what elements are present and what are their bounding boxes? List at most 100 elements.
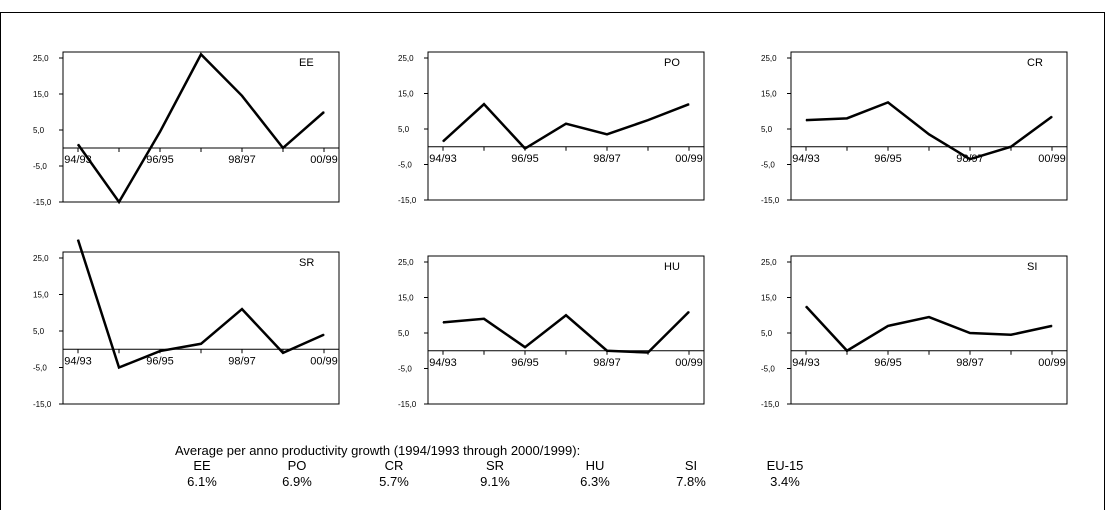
footer-title: Average per anno productivity growth (19… (175, 443, 581, 458)
stat-value: 3.4% (770, 474, 800, 489)
data-point (323, 111, 325, 113)
stat-value: 6.9% (282, 474, 312, 489)
y-tick-label: -5,0 (761, 161, 775, 170)
y-tick-label: -15,0 (33, 198, 52, 207)
stat-value: 9.1% (480, 474, 510, 489)
chart-sr: 25,0 15,0 5,0 -5,0 -15,0 94/93 96/95 98/97 00/99… (33, 239, 340, 409)
plot-area (62, 251, 340, 405)
series-line (442, 102, 690, 151)
data-point (524, 148, 526, 150)
y-tick-label: 25,0 (761, 54, 777, 63)
data-point (1010, 146, 1012, 148)
x-tick-label: 00/99 (1038, 357, 1066, 369)
data-point (282, 352, 284, 354)
data-point (805, 119, 807, 121)
chart-cr: 25,015,05,0-5,0-15,094/93 96/95 98/97 00/99… (761, 51, 1068, 205)
data-point (77, 143, 79, 145)
x-tick-label: 96/95 (146, 355, 174, 367)
series-line (805, 305, 1053, 353)
plot-area (62, 51, 340, 203)
data-point (647, 352, 649, 354)
stat-value: 6.3% (580, 474, 610, 489)
data-point (887, 325, 889, 327)
data-point (1010, 334, 1012, 336)
data-point (928, 133, 930, 135)
data-point (282, 147, 284, 149)
data-point (805, 305, 807, 307)
outer-border (0, 12, 1105, 510)
data-point (77, 239, 79, 241)
data-point (442, 140, 444, 142)
data-point (442, 321, 444, 323)
data-point (1051, 116, 1053, 118)
y-tick-label: 15,0 (398, 90, 414, 99)
data-point (928, 316, 930, 318)
data-point (606, 133, 608, 135)
data-point (846, 350, 848, 352)
y-tick-label: 5,0 (761, 125, 773, 134)
stat-name: PO (287, 458, 307, 473)
plot-area (427, 255, 705, 405)
x-tick-label: 94/93 (792, 153, 820, 165)
y-tick-label: -15,0 (33, 400, 52, 409)
series-line (442, 310, 690, 354)
data-point (118, 201, 120, 203)
y-tick-label: 5,0 (761, 329, 773, 338)
y-tick-label: -15,0 (398, 400, 417, 409)
y-tick-label: -5,0 (33, 162, 47, 171)
y-tick-label: 15,0 (761, 90, 777, 99)
y-tick-label: -5,0 (33, 364, 47, 373)
plot-area (427, 51, 705, 201)
x-tick-label: 98/97 (228, 154, 256, 166)
y-tick-label: 5,0 (33, 126, 45, 135)
x-tick-label: 00/99 (1038, 153, 1066, 165)
x-tick-label: 98/97 (593, 153, 621, 165)
data-point (565, 314, 567, 316)
y-tick-label: 15,0 (33, 291, 49, 300)
series-line (76, 52, 325, 205)
charts-layer: 25,0 15,0 5,0 -5,0 -15,0 94/93 96/95 98/97 00/99… (33, 51, 1068, 409)
stat-value: 7.8% (676, 474, 706, 489)
data-point (565, 123, 567, 125)
x-tick-label: 94/93 (64, 355, 92, 367)
stat-name: HU (585, 458, 605, 473)
y-tick-label: -5,0 (398, 365, 412, 374)
panel-title: SR (299, 257, 314, 269)
chart-si: 25,0 15,0 5,0 -5,0 -15,0 94/93 96/95 98/97 00/99… (761, 255, 1068, 409)
data-point (969, 332, 971, 334)
stat-value: 5.7% (379, 474, 409, 489)
x-tick-label: 98/97 (956, 357, 984, 369)
stat-name: SR (485, 458, 505, 473)
data-point (241, 308, 243, 310)
chart-po: 25,0 15,0 5,0 -5,0 -15,0 94/93 96/95 98/97 00/99… (398, 51, 705, 205)
data-point (524, 346, 526, 348)
x-tick-label: 94/93 (429, 153, 457, 165)
panel-title: SI (1027, 261, 1037, 273)
data-point (606, 350, 608, 352)
data-point (159, 350, 161, 352)
x-tick-label: 00/99 (310, 154, 338, 166)
x-tick-label: 96/95 (511, 357, 539, 369)
stat-value: 6.1% (187, 474, 217, 489)
y-tick-label: 25,0 (398, 258, 414, 267)
data-point (323, 334, 325, 336)
data-point (241, 95, 243, 97)
panel-title: EE (299, 57, 314, 69)
stat-name: SI (684, 458, 698, 473)
panel-title: CR (1027, 57, 1043, 69)
stat-name: CR (384, 458, 404, 473)
panel-title: HU (664, 261, 680, 273)
chart-hu: 25,0 15,0 5,0 -5,0 -15,0 94/93 96/95 98/97 00/99… (398, 255, 705, 409)
x-tick-label: 00/99 (675, 153, 703, 165)
data-point (159, 131, 161, 133)
x-tick-label: 96/95 (146, 154, 174, 166)
data-point (118, 367, 120, 368)
data-point (647, 119, 649, 121)
stat-name: EU-15 (766, 458, 804, 473)
data-point (846, 117, 848, 119)
data-point (1051, 325, 1053, 327)
y-tick-label: 25,0 (761, 258, 777, 267)
y-tick-label: -15,0 (761, 196, 780, 205)
data-point (200, 343, 202, 345)
